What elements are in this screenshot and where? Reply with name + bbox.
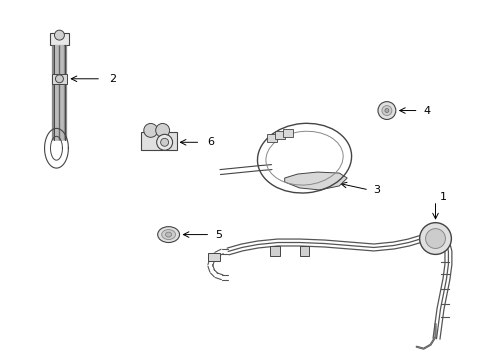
Polygon shape (285, 172, 347, 190)
Bar (299, 247, 310, 256)
Circle shape (378, 102, 396, 120)
Circle shape (157, 134, 172, 150)
Ellipse shape (162, 230, 175, 239)
Text: 1: 1 (440, 192, 446, 202)
Bar (141, 132, 176, 150)
Circle shape (385, 109, 389, 113)
Circle shape (144, 123, 158, 137)
Text: 2: 2 (109, 74, 116, 84)
Circle shape (161, 138, 169, 146)
Bar (283, 129, 293, 137)
Bar (275, 131, 285, 139)
FancyBboxPatch shape (49, 33, 70, 45)
Text: 5: 5 (215, 230, 222, 239)
Bar (270, 247, 280, 256)
Ellipse shape (158, 227, 179, 243)
Circle shape (156, 123, 170, 137)
Circle shape (419, 223, 451, 255)
Bar (51, 74, 68, 84)
Bar (267, 134, 277, 142)
Ellipse shape (166, 232, 171, 237)
Circle shape (426, 229, 445, 248)
Circle shape (54, 30, 64, 40)
Text: 4: 4 (424, 105, 431, 116)
Bar (208, 253, 220, 261)
Text: 6: 6 (207, 137, 214, 147)
Text: 3: 3 (373, 185, 380, 195)
Circle shape (55, 75, 63, 83)
Circle shape (382, 105, 392, 116)
